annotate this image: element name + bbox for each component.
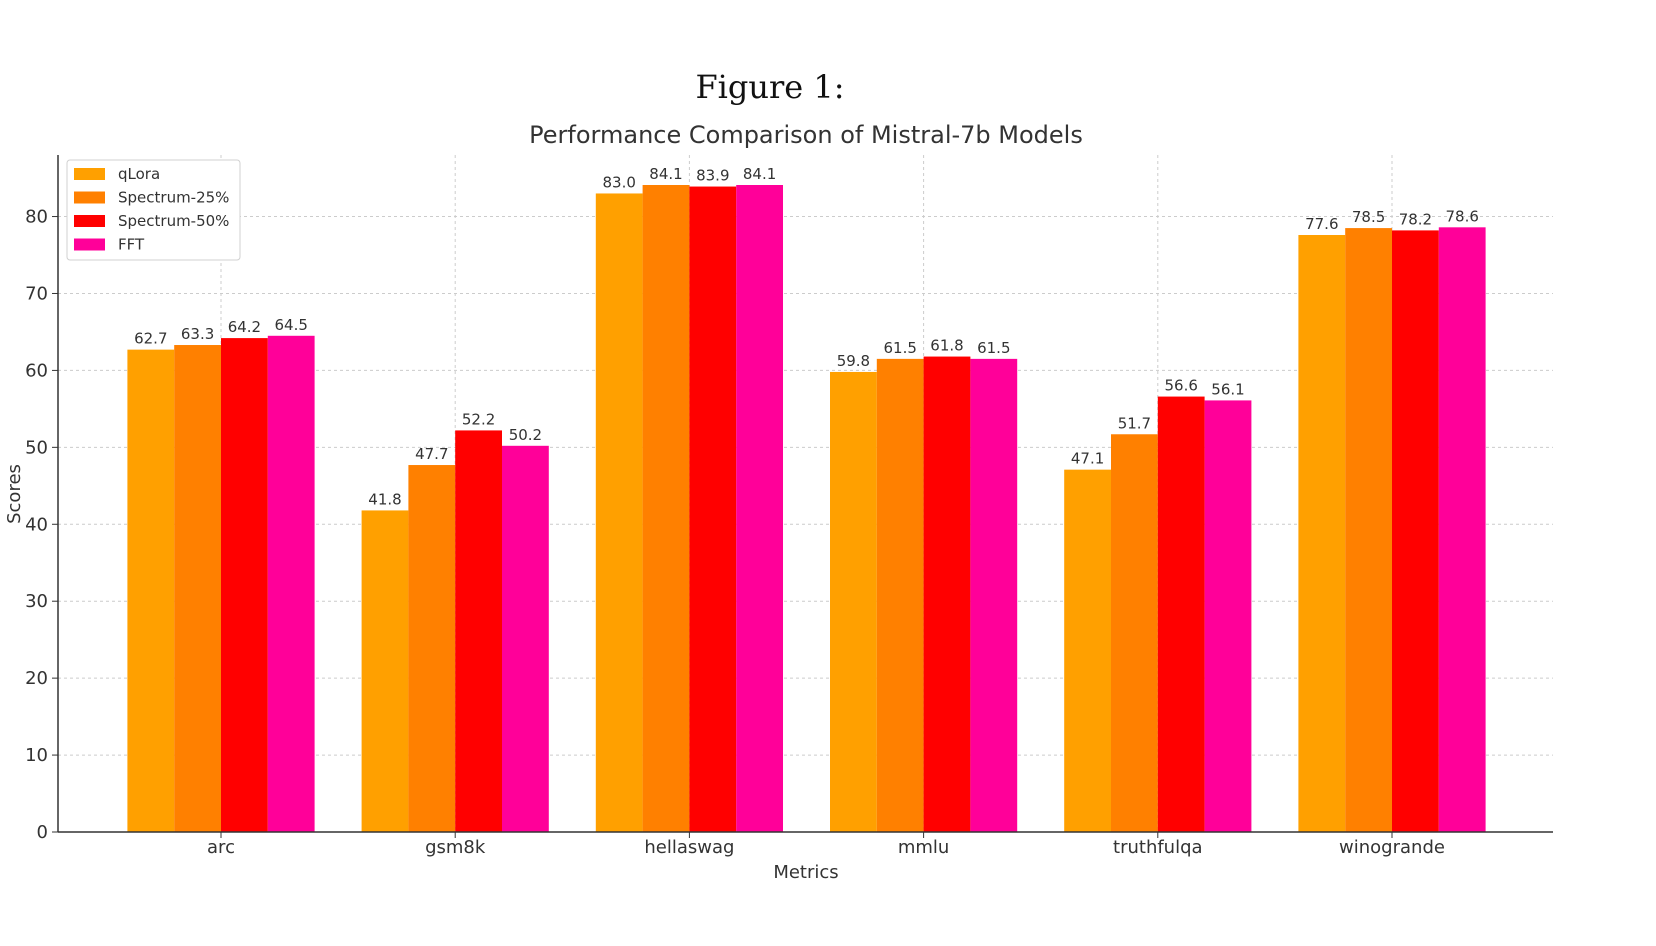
bar-truthfulqa-FFT — [1204, 400, 1252, 832]
data-label: 62.7 — [134, 330, 167, 348]
axes: 0 10 20 30 40 50 60 70 80 arc gsm8k hellaswag mmlu tr… — [25, 155, 1553, 858]
y-tick-label: 20 — [25, 668, 48, 689]
bar-arc-Spectrum-50% — [221, 338, 268, 832]
bar-gsm8k-FFT — [502, 445, 549, 832]
bar-mmlu-FFT — [970, 358, 1018, 832]
data-label: 50.2 — [509, 426, 542, 444]
legend: qLora Spectrum-25% Spectrum-50% FFT — [66, 159, 241, 261]
data-label: 63.3 — [181, 325, 214, 343]
legend-swatch-Spectrum-50% — [74, 215, 105, 227]
legend-swatch-FFT — [74, 238, 105, 251]
data-label: 51.7 — [1118, 414, 1151, 432]
bar-hellaswag-Spectrum-25% — [642, 185, 690, 832]
data-label: 78.2 — [1399, 210, 1432, 228]
bar-arc-qLora — [127, 349, 175, 832]
bar-hellaswag-FFT — [736, 185, 783, 832]
data-label: 83.0 — [602, 173, 635, 191]
data-label: 61.5 — [977, 339, 1010, 357]
data-label: 83.9 — [696, 167, 729, 185]
y-tick-label: 70 — [25, 283, 48, 304]
bar-truthfulqa-qLora — [1064, 469, 1111, 832]
figure-caption: Figure 1: — [695, 68, 845, 106]
bar-mmlu-Spectrum-50% — [923, 356, 971, 832]
bar-winogrande-FFT — [1438, 227, 1486, 832]
bar-winogrande-Spectrum-25% — [1345, 228, 1392, 833]
bar-hellaswag-Spectrum-50% — [689, 186, 737, 832]
data-label: 64.2 — [228, 318, 261, 336]
data-label: 61.5 — [883, 339, 916, 357]
data-label: 56.6 — [1164, 377, 1197, 395]
data-labels: 62.7 41.8 83.0 59.8 47.1 77.6 63.3 47.7 84.1 61.5… — [134, 165, 1479, 508]
legend-label-Spectrum-50%: Spectrum-50% — [118, 212, 229, 230]
data-label: 77.6 — [1305, 215, 1338, 233]
y-tick-label: 30 — [25, 591, 48, 612]
bars — [127, 185, 1486, 833]
x-tick-label-gsm8k: gsm8k — [425, 837, 486, 858]
y-tick-label: 40 — [25, 514, 48, 535]
legend-label-qLora: qLora — [118, 165, 160, 183]
y-tick-label: 0 — [37, 822, 48, 843]
data-label: 47.7 — [415, 445, 448, 463]
data-label: 84.1 — [649, 165, 682, 183]
data-label: 64.5 — [274, 316, 307, 334]
y-tick-label: 50 — [25, 437, 48, 458]
legend-box — [66, 159, 241, 261]
y-tick-label: 60 — [25, 360, 48, 381]
data-label: 78.6 — [1445, 207, 1478, 225]
bar-hellaswag-qLora — [595, 193, 643, 832]
x-axis-title: Metrics — [773, 862, 838, 883]
x-tick-label-arc: arc — [207, 837, 235, 858]
x-tick-label-mmlu: mmlu — [898, 837, 949, 858]
legend-label-Spectrum-25%: Spectrum-25% — [118, 189, 229, 207]
y-tick-label: 80 — [25, 207, 48, 228]
data-label: 56.1 — [1211, 380, 1244, 398]
bar-gsm8k-Spectrum-50% — [455, 430, 502, 832]
bar-gsm8k-Spectrum-25% — [408, 465, 456, 832]
x-tick-label-hellaswag: hellaswag — [644, 837, 734, 858]
bar-mmlu-qLora — [830, 371, 877, 832]
data-label: 61.8 — [930, 337, 963, 355]
x-tick-label-truthfulqa: truthfulqa — [1113, 837, 1203, 858]
bar-truthfulqa-Spectrum-25% — [1111, 434, 1158, 832]
data-label: 78.5 — [1352, 208, 1385, 226]
bar-arc-FFT — [267, 335, 315, 832]
data-label: 59.8 — [837, 352, 870, 370]
bar-winogrande-qLora — [1298, 235, 1346, 832]
data-label: 84.1 — [743, 165, 776, 183]
data-label: 52.2 — [462, 410, 495, 428]
bar-truthfulqa-Spectrum-50% — [1157, 396, 1205, 832]
y-tick-label: 10 — [25, 745, 48, 766]
legend-swatch-Spectrum-25% — [74, 191, 105, 204]
bar-winogrande-Spectrum-50% — [1392, 230, 1439, 832]
y-axis-title: Scores — [4, 464, 25, 524]
bar-gsm8k-qLora — [361, 510, 409, 832]
legend-label-FFT: FFT — [118, 236, 145, 254]
legend-swatch-qLora — [74, 168, 105, 180]
data-label: 47.1 — [1071, 450, 1104, 468]
bar-arc-Spectrum-25% — [174, 345, 221, 832]
bar-mmlu-Spectrum-25% — [876, 358, 924, 832]
x-tick-label-winogrande: winogrande — [1339, 837, 1445, 858]
data-label: 41.8 — [368, 490, 401, 508]
chart-title: Performance Comparison of Mistral-7b Mod… — [529, 121, 1083, 149]
